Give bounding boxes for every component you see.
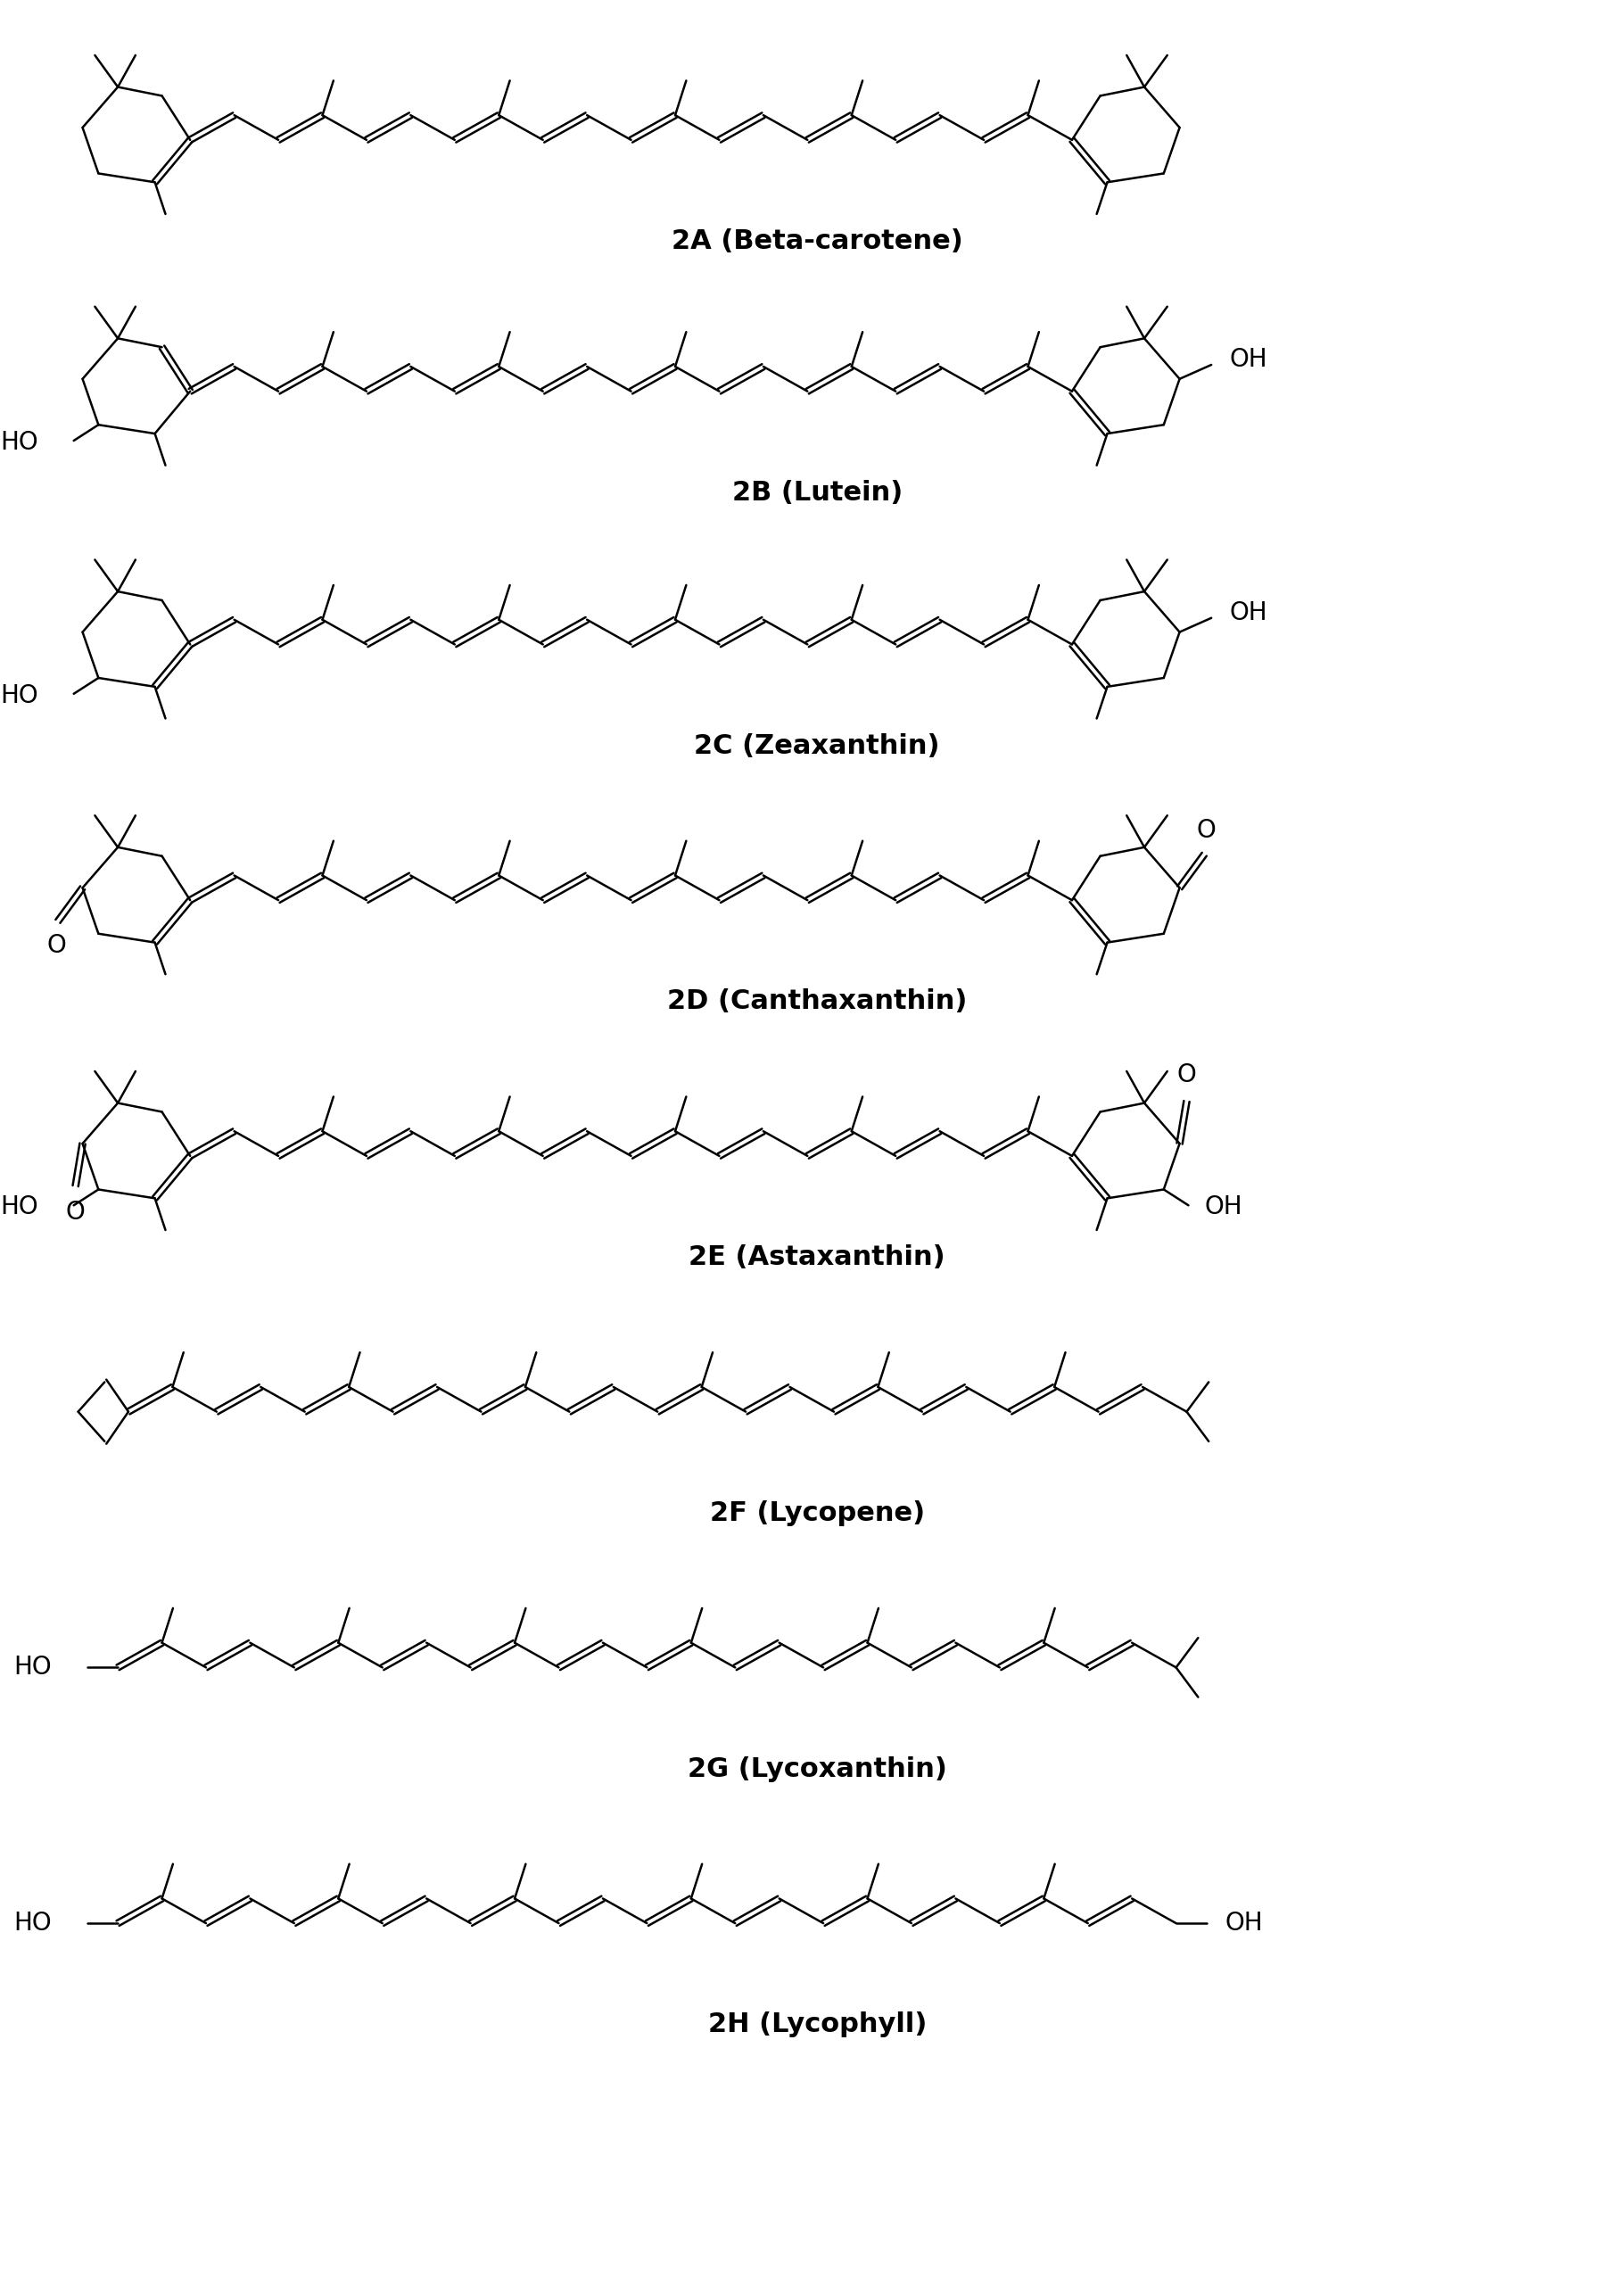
- Text: HO: HO: [0, 1194, 39, 1219]
- Text: OH: OH: [1229, 599, 1268, 625]
- Text: OH: OH: [1226, 1910, 1263, 1936]
- Text: OH: OH: [1205, 1194, 1243, 1219]
- Text: O: O: [1177, 1063, 1197, 1088]
- Text: HO: HO: [13, 1910, 52, 1936]
- Text: 2E (Astaxanthin): 2E (Astaxanthin): [689, 1244, 946, 1270]
- Text: O: O: [66, 1201, 86, 1224]
- Text: HO: HO: [13, 1655, 52, 1681]
- Text: 2C (Zeaxanthin): 2C (Zeaxanthin): [694, 732, 939, 758]
- Text: 2B (Lutein): 2B (Lutein): [733, 480, 902, 505]
- Text: O: O: [1197, 817, 1216, 843]
- Text: 2D (Canthaxanthin): 2D (Canthaxanthin): [668, 990, 967, 1015]
- Text: 2A (Beta-carotene): 2A (Beta-carotene): [671, 227, 962, 255]
- Text: 2H (Lycophyll): 2H (Lycophyll): [708, 2011, 927, 2037]
- Text: O: O: [47, 932, 66, 957]
- Text: HO: HO: [0, 429, 39, 455]
- Text: OH: OH: [1229, 347, 1268, 372]
- Text: 2F (Lycopene): 2F (Lycopene): [710, 1499, 925, 1527]
- Text: HO: HO: [0, 684, 39, 707]
- Text: 2G (Lycoxanthin): 2G (Lycoxanthin): [687, 1756, 948, 1782]
